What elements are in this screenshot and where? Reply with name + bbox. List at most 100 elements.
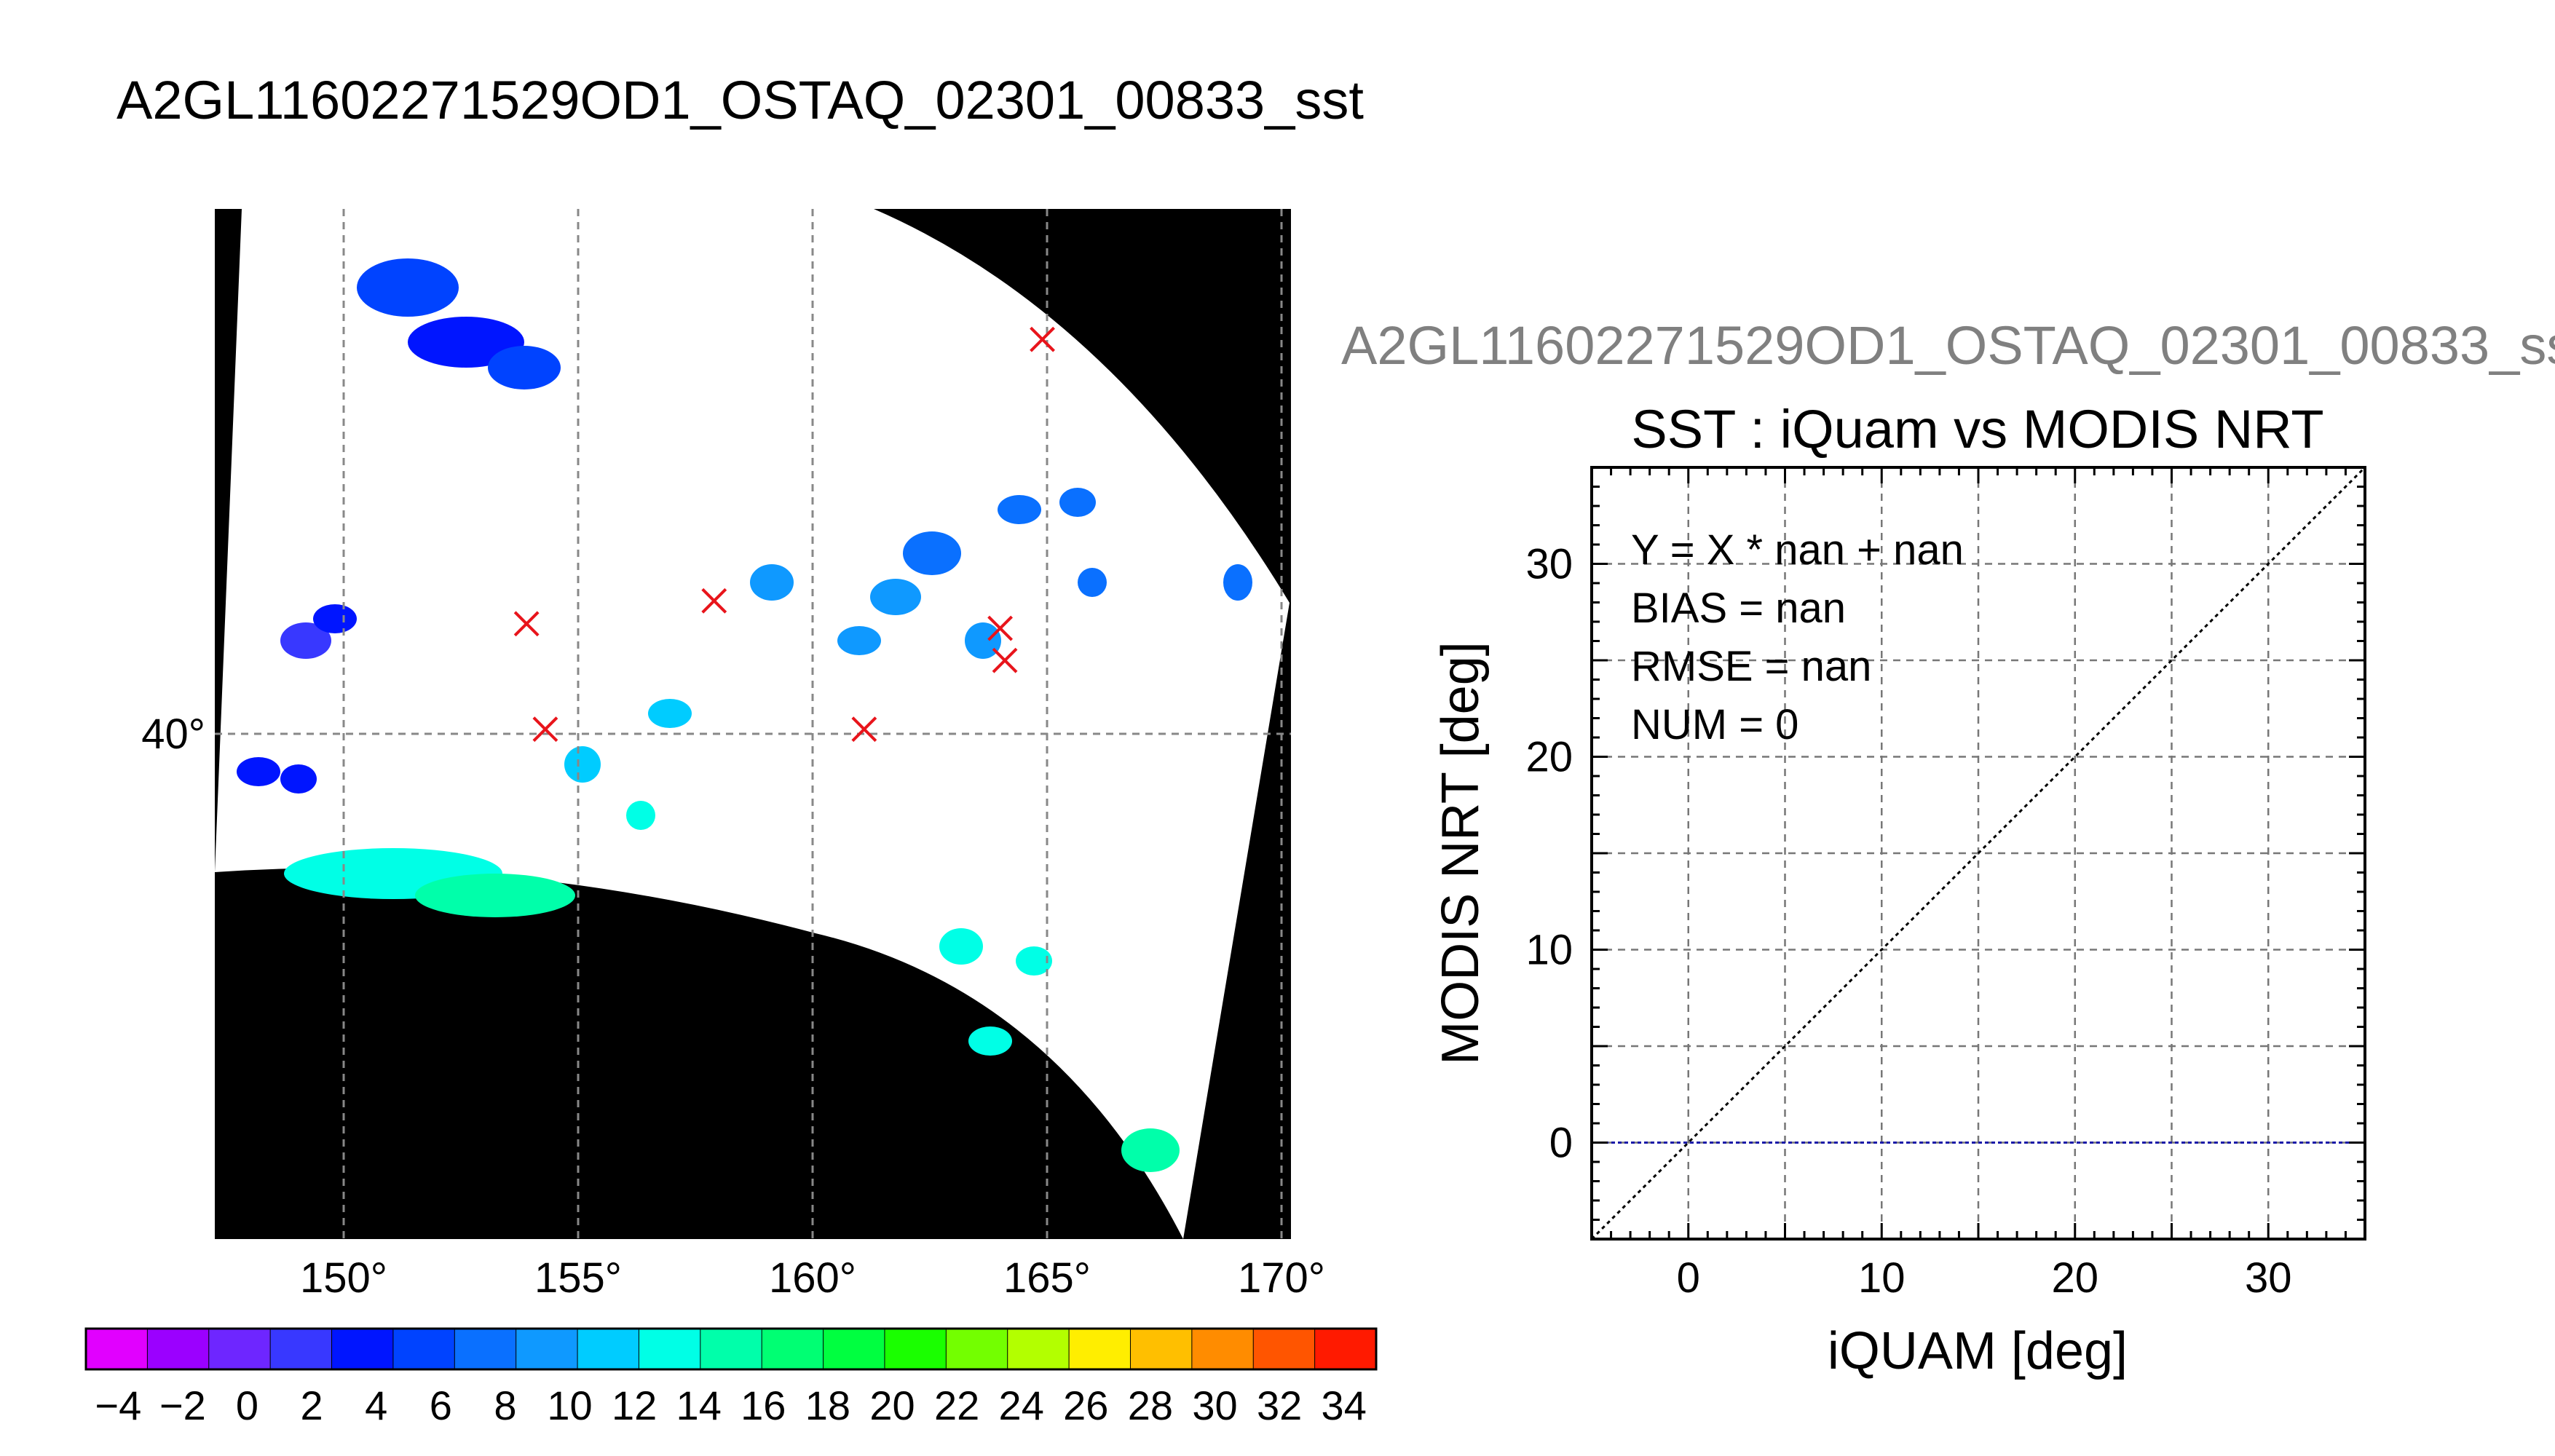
map-graticule — [215, 209, 1291, 1239]
colorbar-tick-label: 4 — [365, 1382, 387, 1428]
scatter-x-tick-label: 20 — [2051, 1254, 2098, 1302]
colorbar-cells — [85, 1328, 1377, 1370]
sst-patch — [313, 604, 357, 633]
scatter-reference-lines — [1590, 466, 2366, 1241]
scatter-y-tick-label: 0 — [1549, 1120, 1573, 1167]
matchup-marker-stroke — [987, 615, 1014, 641]
scatter-ticks — [1590, 466, 2366, 1241]
colorbar-tick-label: 22 — [934, 1382, 979, 1428]
scatter-annotation: BIAS = nan — [1631, 585, 1846, 632]
sst-patch — [1016, 946, 1052, 976]
colorbar-tick-label: 6 — [430, 1382, 452, 1428]
colorbar-cell — [884, 1328, 947, 1370]
scatter-title: SST : iQuam vs MODIS NRT — [1631, 399, 2323, 459]
matchup-marker — [532, 716, 558, 743]
matchup-marker-stroke — [701, 587, 727, 614]
map-lat-tick-label: 40° — [141, 711, 205, 758]
sst-patch — [965, 622, 1001, 659]
scatter-stats-annotations: Y = X * nan + nan BIAS = nan RMSE = nan NUM… — [1631, 526, 1964, 748]
sst-patch — [903, 531, 961, 575]
sst-patch — [564, 746, 601, 783]
matchup-marker-stroke — [851, 716, 877, 743]
colorbar-cell — [577, 1328, 640, 1370]
colorbar-tick-label: 8 — [494, 1382, 516, 1428]
colorbar-cell — [638, 1328, 701, 1370]
matchup-marker — [1030, 326, 1055, 352]
colorbar-tick-label: 28 — [1128, 1382, 1173, 1428]
overlay-title: A2GL11602271529OD1_OSTAQ_02301_00833_sst — [1341, 315, 2555, 376]
colorbar-tick-label: 32 — [1257, 1382, 1302, 1428]
colorbar-tick-label: 12 — [612, 1382, 657, 1428]
colorbar-cell — [1007, 1328, 1070, 1370]
colorbar-frame — [84, 1327, 1378, 1371]
matchup-marker — [992, 647, 1018, 673]
colorbar-tick-labels: −4 −2 0 2 4 6 8 10 12 14 16 18 20 22 24 26 28 30 32 34 — [95, 1382, 1366, 1428]
colorbar-tick-label: 10 — [547, 1382, 592, 1428]
scatter-x-tick-labels: 0 10 20 30 — [1677, 1254, 2292, 1302]
sst-cloudfree-patches — [237, 258, 1252, 1172]
colorbar-cell — [1068, 1328, 1132, 1370]
sst-patch — [280, 764, 317, 794]
matchup-marker — [701, 587, 727, 614]
sst-patch — [1121, 1128, 1180, 1172]
sst-patch — [939, 928, 983, 965]
colorbar-tick-label: 30 — [1192, 1382, 1237, 1428]
scatter-x-axis-label: iQUAM [deg] — [1828, 1322, 2128, 1380]
map-longitude-labels: 150° 155° 160° 165° 170° — [300, 1254, 1325, 1302]
sst-patch — [648, 699, 692, 728]
map-lon-tick-label: 150° — [300, 1254, 387, 1302]
sst-patch — [837, 626, 881, 655]
sst-patch — [1059, 488, 1096, 517]
scatter-x-tick-label: 0 — [1677, 1254, 1700, 1302]
matchup-marker-stroke — [532, 716, 558, 743]
colorbar-cell — [823, 1328, 885, 1370]
scatter-plot: SST : iQuam vs MODIS NRT 0 10 20 30 0 10 20 30… — [1431, 399, 2366, 1380]
colorbar-cell — [392, 1328, 456, 1370]
colorbar-tick-label: 20 — [869, 1382, 915, 1428]
colorbar-cell — [1191, 1328, 1255, 1370]
colorbar-cell — [1129, 1328, 1193, 1370]
sst-patch — [870, 579, 921, 615]
scatter-x-tick-label: 30 — [2245, 1254, 2292, 1302]
page-title: A2GL11602271529OD1_OSTAQ_02301_00833_sst — [117, 70, 1364, 130]
colorbar-tick-label: 0 — [236, 1382, 258, 1428]
scatter-annotation: Y = X * nan + nan — [1631, 526, 1964, 574]
matchup-marker — [851, 716, 877, 743]
sst-patch — [626, 801, 655, 830]
colorbar-cell — [269, 1328, 333, 1370]
colorbar-tick-label: 18 — [805, 1382, 850, 1428]
scatter-y-tick-label: 20 — [1525, 734, 1573, 781]
sst-patch — [1078, 568, 1107, 597]
sst-patch — [750, 564, 794, 601]
map-lon-tick-label: 170° — [1238, 1254, 1325, 1302]
sst-patch — [1223, 564, 1252, 601]
matchup-marker — [513, 611, 540, 637]
colorbar-tick-label: 34 — [1322, 1382, 1367, 1428]
colorbar-cell — [945, 1328, 1008, 1370]
matchup-markers — [513, 326, 1055, 743]
colorbar-cell — [454, 1328, 517, 1370]
scatter-y-tick-label: 30 — [1525, 541, 1573, 588]
colorbar-cell — [700, 1328, 763, 1370]
scatter-y-tick-labels: 0 10 20 30 — [1525, 541, 1573, 1167]
matchup-marker-stroke — [513, 611, 540, 637]
scatter-y-axis-label: MODIS NRT [deg] — [1431, 641, 1490, 1065]
colorbar-cell — [516, 1328, 579, 1370]
colorbar-tick-label: 26 — [1063, 1382, 1108, 1428]
colorbar-cell — [208, 1328, 272, 1370]
sst-map: 150° 155° 160° 165° 170° 40° — [141, 209, 1325, 1302]
matchup-marker-stroke — [1030, 326, 1055, 352]
colorbar-tick-label: 2 — [301, 1382, 323, 1428]
sst-patch — [357, 258, 459, 317]
colorbar-cell — [761, 1328, 824, 1370]
scatter-annotation: RMSE = nan — [1631, 643, 1871, 690]
sst-patch — [280, 622, 331, 659]
colorbar-cell — [331, 1328, 394, 1370]
colorbar-cell — [1314, 1328, 1377, 1370]
colorbar-tick-label: 24 — [999, 1382, 1044, 1428]
map-lon-tick-label: 155° — [534, 1254, 622, 1302]
scatter-x-tick-label: 10 — [1858, 1254, 1906, 1302]
sst-patch — [488, 346, 561, 389]
colorbar-tick-label: −2 — [159, 1382, 206, 1428]
